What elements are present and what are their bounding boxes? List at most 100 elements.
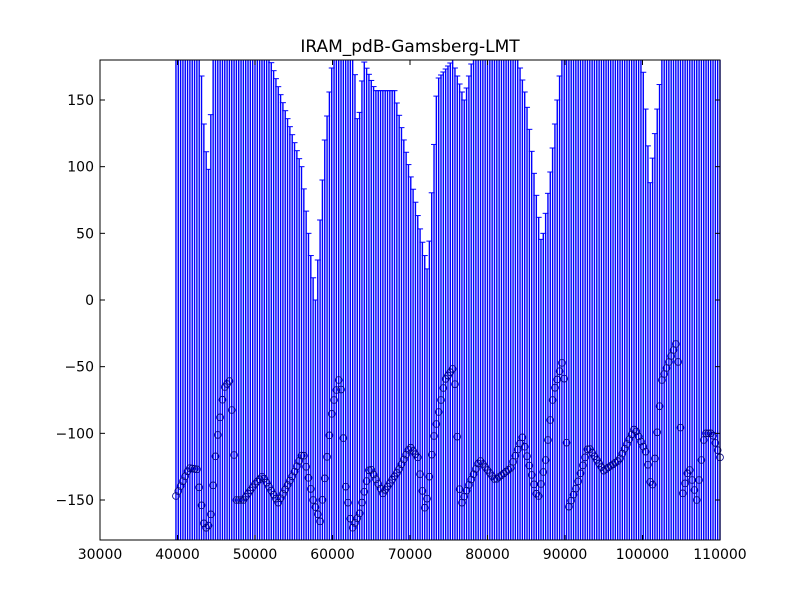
phase-point-159 xyxy=(541,456,550,464)
phase-point-215 xyxy=(672,340,680,348)
phase-point-167 xyxy=(560,374,569,383)
phase-point-48 xyxy=(283,481,292,489)
phase-point-141 xyxy=(499,469,508,478)
phase-point-172 xyxy=(572,484,580,493)
x-tick-label: 30000 xyxy=(78,547,123,563)
phase-point-113 xyxy=(434,408,443,416)
phase-point-85 xyxy=(369,470,378,479)
phase-point-153 xyxy=(527,471,536,479)
phase-point-44 xyxy=(274,498,283,507)
phase-point-149 xyxy=(518,433,527,442)
phase-point-150 xyxy=(520,442,529,451)
phase-point-82 xyxy=(362,477,371,485)
phase-point-166 xyxy=(558,359,566,367)
phase-point-95 xyxy=(393,469,401,477)
phase-point-79 xyxy=(355,509,364,518)
phase-point-49 xyxy=(286,476,294,485)
y-axis: −150 −100 −50 0 50 100 150 xyxy=(56,93,720,509)
phase-point-76 xyxy=(348,523,357,532)
phase-point-27 xyxy=(234,496,243,504)
phase-point-15 xyxy=(207,510,215,519)
phase-point-51 xyxy=(290,467,299,476)
phase-point-25 xyxy=(230,451,238,459)
phase-point-198 xyxy=(632,427,641,436)
phase-point-106 xyxy=(418,487,427,495)
phase-point-20 xyxy=(218,395,227,404)
y-tick-label: −150 xyxy=(56,493,94,509)
phase-point-50 xyxy=(288,472,297,481)
phase-point-232 xyxy=(711,439,720,447)
phase-point-221 xyxy=(685,466,694,474)
phase-point-53 xyxy=(295,457,303,465)
phase-point-206 xyxy=(651,454,659,463)
phase-point-24 xyxy=(227,406,236,414)
phase-point-160 xyxy=(544,436,552,444)
phase-point-163 xyxy=(551,383,559,392)
phase-point-122 xyxy=(455,485,464,493)
phase-point-128 xyxy=(469,470,478,479)
phase-point-205 xyxy=(648,480,657,489)
phase-point-224 xyxy=(692,496,701,504)
errorbar-series xyxy=(175,60,721,540)
phase-point-219 xyxy=(681,479,689,488)
phase-point-54 xyxy=(297,451,306,460)
phase-point-63 xyxy=(318,496,327,504)
x-tick-label: 40000 xyxy=(155,547,200,563)
phase-point-47 xyxy=(281,485,290,494)
phase-point-161 xyxy=(546,416,555,424)
phase-point-39 xyxy=(262,478,271,487)
phase-point-120 xyxy=(451,380,459,388)
phase-point-43 xyxy=(272,494,280,503)
phase-point-40 xyxy=(265,482,273,491)
phase-point-191 xyxy=(616,454,624,463)
phase-point-104 xyxy=(413,453,422,462)
phase-point-68 xyxy=(330,396,338,404)
x-tick-label: 110000 xyxy=(693,547,746,563)
phase-point-0 xyxy=(172,492,180,500)
phase-point-64 xyxy=(320,474,329,483)
phase-point-69 xyxy=(332,386,341,394)
phase-point-55 xyxy=(300,451,308,460)
phase-point-80 xyxy=(358,498,366,507)
phase-point-45 xyxy=(276,494,285,503)
phase-point-200 xyxy=(637,437,645,446)
phase-point-59 xyxy=(309,496,317,504)
phase-point-42 xyxy=(269,490,278,499)
phase-point-162 xyxy=(548,396,557,404)
phase-point-142 xyxy=(502,467,510,476)
x-tick-label: 90000 xyxy=(543,547,588,563)
phase-point-88 xyxy=(376,484,385,493)
phase-point-218 xyxy=(678,489,687,498)
phase-point-73 xyxy=(341,482,350,491)
phase-point-86 xyxy=(372,475,380,484)
phase-point-37 xyxy=(258,472,266,481)
phase-point-176 xyxy=(581,453,589,462)
phase-point-78 xyxy=(353,514,362,522)
phase-point-111 xyxy=(430,432,438,440)
phase-point-9 xyxy=(193,465,201,474)
phase-point-127 xyxy=(467,475,476,484)
phase-point-52 xyxy=(293,462,301,471)
phase-point-157 xyxy=(537,480,545,488)
phase-point-197 xyxy=(630,425,638,434)
x-tick-label: 50000 xyxy=(233,547,278,563)
phase-point-138 xyxy=(492,474,501,483)
phase-point-2 xyxy=(176,482,185,490)
phase-point-41 xyxy=(267,486,276,495)
phase-point-130 xyxy=(474,459,483,468)
phase-point-208 xyxy=(655,402,664,410)
phase-point-16 xyxy=(209,481,217,490)
phase-point-202 xyxy=(641,447,650,456)
phase-point-107 xyxy=(420,503,429,512)
chart-title: IRAM_pdB-Gamsberg-LMT xyxy=(300,37,520,57)
phase-point-112 xyxy=(432,420,441,428)
phase-point-115 xyxy=(439,384,448,392)
phase-point-190 xyxy=(613,457,622,465)
phase-point-1 xyxy=(174,487,183,495)
phase-point-216 xyxy=(674,358,682,366)
phase-point-99 xyxy=(402,450,410,459)
phase-point-71 xyxy=(337,385,345,394)
y-tick-label: 0 xyxy=(85,293,94,309)
phase-point-114 xyxy=(437,396,445,404)
